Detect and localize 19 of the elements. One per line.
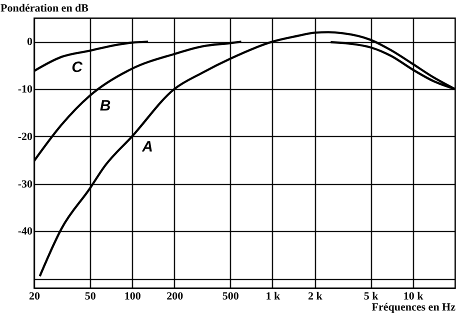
x-tick-label: 100	[124, 290, 142, 302]
x-tick-label: 200	[166, 290, 184, 302]
y-tick-label: 0	[27, 36, 33, 48]
y-tick-label: -30	[18, 178, 33, 190]
y-tick-label: -10	[18, 84, 33, 96]
x-tick-label: 20	[29, 290, 40, 302]
x-tick-label: 500	[222, 290, 240, 302]
x-tick-label: 2 k	[308, 290, 324, 302]
series-label: A	[141, 138, 153, 156]
x-tick-label: 1 k	[266, 290, 281, 302]
x-axis-title: Fréquences en Hz	[372, 302, 456, 314]
series-label: B	[100, 98, 111, 115]
x-tick-label: 10 k	[403, 290, 424, 302]
series-label: C	[72, 58, 84, 76]
x-tick-label: 50	[84, 290, 96, 302]
x-tick-label: 5 k	[364, 290, 380, 302]
y-axis-title: Pondération en dB	[0, 2, 90, 14]
y-tick-label: -40	[18, 226, 33, 238]
y-tick-label: -20	[18, 130, 33, 143]
